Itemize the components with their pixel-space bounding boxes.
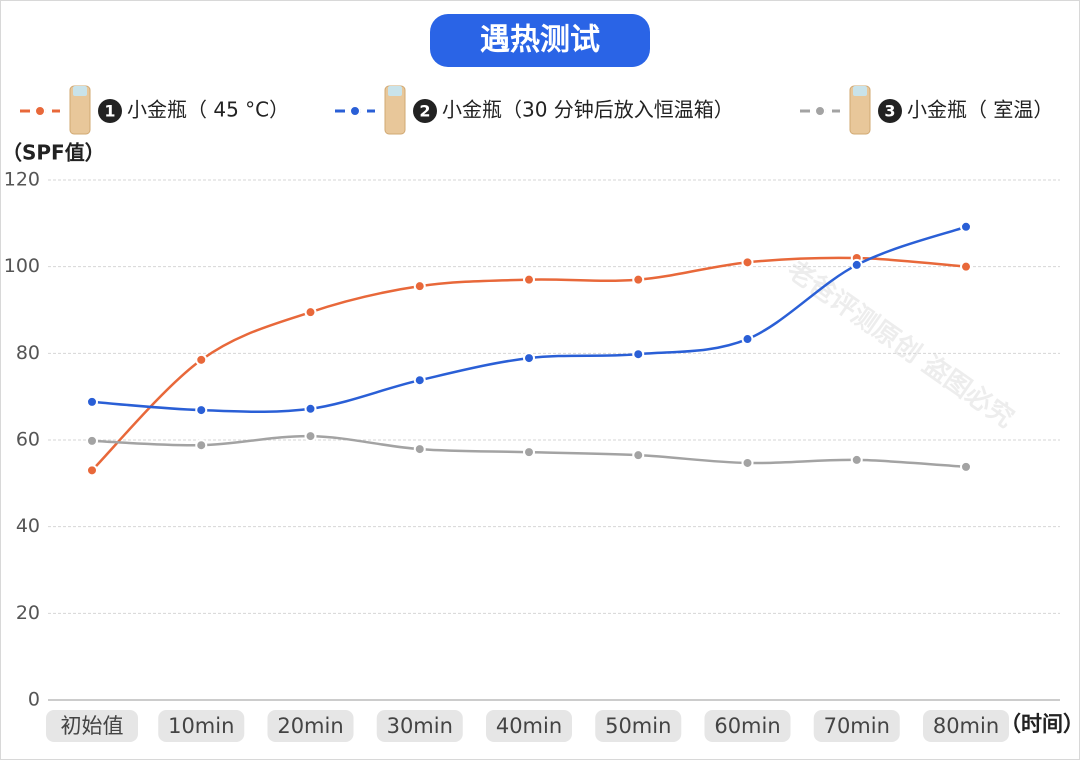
legend-badge-label: 2 (419, 102, 430, 121)
legend-badge (878, 99, 902, 123)
data-point (195, 404, 208, 417)
x-tick-label: 30min (387, 714, 453, 738)
y-axis-label: （SPF值） (2, 141, 105, 165)
data-point (741, 333, 754, 346)
data-point (304, 306, 317, 319)
x-tick-box (923, 710, 1009, 742)
data-point (523, 273, 535, 286)
data-point (850, 258, 863, 271)
x-tick-label: 50min (605, 714, 671, 738)
x-tick-box (813, 710, 900, 742)
x-tick-label: 40min (496, 714, 562, 738)
data-point (86, 434, 98, 447)
title-pill (430, 14, 650, 67)
x-tick-box (595, 710, 682, 742)
y-tick-label: 100 (4, 255, 40, 277)
data-point (195, 439, 208, 452)
data-point (741, 256, 754, 269)
data-point (304, 430, 317, 443)
x-tick-box (158, 710, 245, 742)
y-tick-label: 60 (16, 429, 40, 451)
x-tick-label: 60min (714, 714, 780, 738)
legend-bottle-cap (853, 86, 867, 96)
data-point (523, 446, 535, 459)
legend-dot (814, 105, 826, 117)
y-tick-label: 20 (16, 602, 40, 624)
data-point (413, 374, 426, 387)
data-point (632, 273, 645, 286)
legend-badge (413, 99, 437, 123)
legend-bottle-cap (73, 86, 87, 96)
x-tick-box (376, 710, 463, 742)
y-tick-label: 40 (16, 515, 40, 537)
legend-badge-label: 3 (884, 102, 895, 121)
x-tick-label: 20min (277, 714, 343, 738)
y-tick-label: 80 (16, 342, 40, 364)
data-point (960, 220, 972, 233)
legend-label: 小金瓶（ 室温） (907, 98, 1053, 122)
x-axis-label: （时间） (1000, 712, 1080, 736)
y-tick-label: 120 (4, 169, 40, 191)
data-point (195, 353, 208, 366)
x-tick-box (267, 710, 354, 742)
chart-title: 遇热测试 (480, 23, 600, 58)
legend-badge (98, 99, 122, 123)
legend-bottle-cap (388, 86, 402, 96)
legend-label: 小金瓶（ 45 °C） (127, 98, 289, 122)
data-point (86, 464, 98, 477)
data-point (741, 456, 754, 469)
x-tick-label: 10min (168, 714, 234, 738)
x-tick-box (486, 710, 572, 742)
data-point (413, 280, 426, 293)
legend-dot (349, 105, 361, 117)
data-point (304, 402, 317, 415)
data-point (413, 443, 426, 456)
x-tick-label: 70min (824, 714, 890, 738)
data-point (850, 453, 863, 466)
data-point (960, 260, 972, 273)
data-point (86, 395, 98, 408)
legend-label: 小金瓶（30 分钟后放入恒温箱） (442, 98, 734, 122)
data-point (523, 352, 535, 365)
x-tick-label: 80min (933, 714, 999, 738)
data-point (632, 449, 645, 462)
x-tick-label: 初始值 (61, 714, 124, 738)
x-tick-box (704, 710, 791, 742)
data-point (632, 348, 645, 361)
legend-dot (34, 105, 46, 117)
legend-badge-label: 1 (104, 102, 115, 121)
x-tick-box (46, 710, 138, 742)
data-point (960, 460, 972, 473)
y-tick-label: 0 (28, 689, 40, 711)
